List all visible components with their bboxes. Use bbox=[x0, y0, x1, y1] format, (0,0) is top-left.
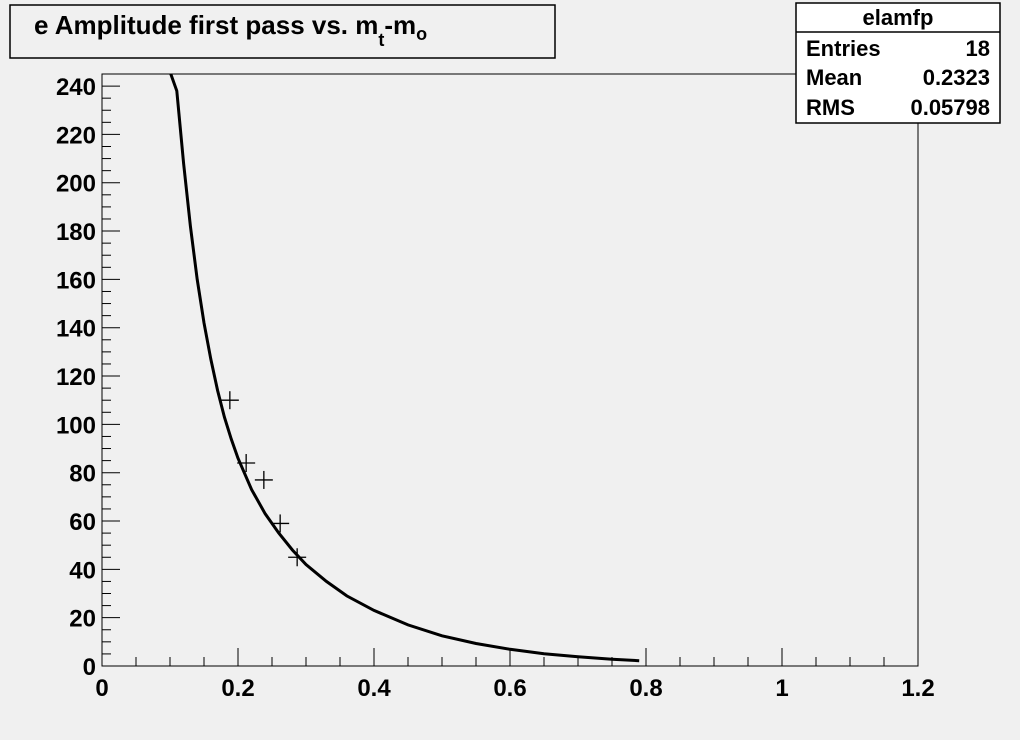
x-tick-label: 0 bbox=[95, 675, 108, 702]
y-axis: 0 20 40 60 80 100 120 140 160 180 200 220 240 bbox=[56, 73, 120, 681]
y-tick-label: 220 bbox=[56, 122, 96, 149]
y-tick-label: 120 bbox=[56, 364, 96, 391]
data-point bbox=[288, 548, 307, 567]
y-tick-label: 100 bbox=[56, 412, 96, 439]
stats-entries-value: 18 bbox=[966, 36, 990, 61]
y-tick-label: 20 bbox=[69, 606, 96, 633]
x-tick-label: 0.8 bbox=[629, 675, 662, 702]
title-sub-o: o bbox=[416, 24, 427, 44]
y-tick-label: 140 bbox=[56, 316, 96, 343]
y-tick-label: 0 bbox=[83, 654, 96, 681]
stats-rms-value: 0.05798 bbox=[910, 95, 990, 120]
x-tick-label: 0.2 bbox=[221, 675, 254, 702]
stats-entries-label: Entries bbox=[806, 36, 881, 61]
plot-frame bbox=[101, 73, 919, 667]
y-tick-label: 200 bbox=[56, 171, 96, 198]
stats-mean-value: 0.2323 bbox=[923, 65, 990, 90]
data-point bbox=[220, 391, 239, 410]
data-points bbox=[220, 391, 307, 567]
title-mid: -m bbox=[384, 10, 416, 40]
x-tick-label: 1 bbox=[775, 675, 788, 702]
stats-title: elamfp bbox=[863, 5, 934, 30]
x-tick-label: 1.2 bbox=[901, 675, 934, 702]
x-tick-label: 0.4 bbox=[357, 675, 391, 702]
data-point bbox=[237, 454, 256, 473]
title-box: e Amplitude first pass vs. mt-mo bbox=[9, 4, 556, 59]
stats-mean-label: Mean bbox=[806, 65, 862, 90]
x-axis: 0 0.2 0.4 0.6 0.8 1 1.2 bbox=[95, 648, 935, 702]
fit-curve bbox=[169, 73, 640, 663]
title-main: e Amplitude first pass vs. m bbox=[34, 10, 378, 40]
y-tick-label: 80 bbox=[69, 461, 96, 488]
y-tick-label: 240 bbox=[56, 74, 96, 101]
y-tick-label: 40 bbox=[69, 557, 96, 584]
stats-box: elamfp Entries 18 Mean 0.2323 RMS 0.0579… bbox=[795, 2, 1001, 124]
title-sub-t: t bbox=[378, 30, 384, 50]
data-point bbox=[254, 470, 273, 489]
y-tick-label: 160 bbox=[56, 267, 96, 294]
x-tick-label: 0.6 bbox=[493, 675, 526, 702]
chart-title: e Amplitude first pass vs. mt-mo bbox=[34, 10, 427, 50]
y-tick-label: 180 bbox=[56, 219, 96, 246]
stats-rms-label: RMS bbox=[806, 95, 855, 120]
y-tick-label: 60 bbox=[69, 509, 96, 536]
data-point bbox=[271, 514, 290, 533]
